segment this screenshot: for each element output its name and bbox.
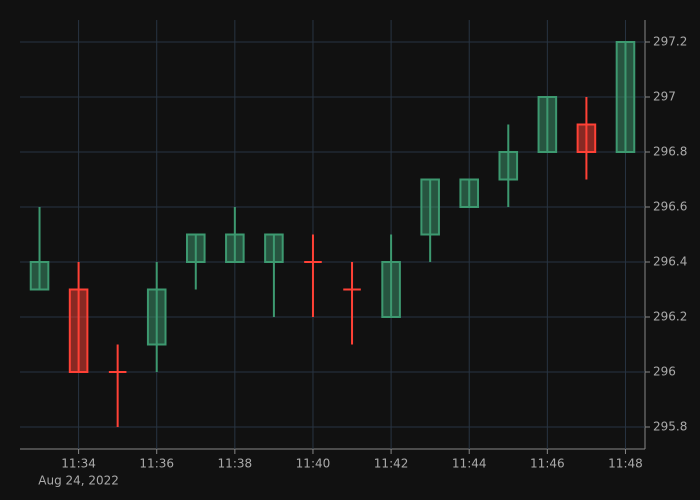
candle-body [459,178,480,208]
y-tick-label: 296 [653,365,676,379]
x-date-label: Aug 24, 2022 [38,474,119,488]
candle-body [225,233,245,263]
candle-body [576,123,597,153]
candle-body [498,151,519,181]
candle-body [68,288,89,373]
x-tick-label: 11:40 [296,457,331,471]
x-tick-label: 11:34 [61,457,96,471]
y-tick-label: 297.2 [653,35,687,49]
x-tick-label: 11:38 [218,457,253,471]
x-tick-label: 11:44 [452,457,487,471]
candle-body [537,96,558,153]
y-tick-label: 296.4 [653,255,687,269]
y-tick-label: 296.8 [653,145,687,159]
y-tick-label: 296.2 [653,310,687,324]
x-tick-label: 11:46 [530,457,565,471]
candle-body [29,261,50,291]
x-tick-label: 11:36 [139,457,174,471]
candle-body [381,261,401,318]
x-tick-label: 11:48 [608,457,643,471]
y-tick-label: 297 [653,90,676,104]
candle-body [420,178,440,236]
y-tick-label: 296.6 [653,200,687,214]
x-tick-label: 11:42 [374,457,409,471]
candle-body [185,233,206,263]
y-tick-label: 295.8 [653,420,687,434]
candle-body [615,41,636,153]
candle-body [264,233,284,263]
candle-body [146,288,167,346]
